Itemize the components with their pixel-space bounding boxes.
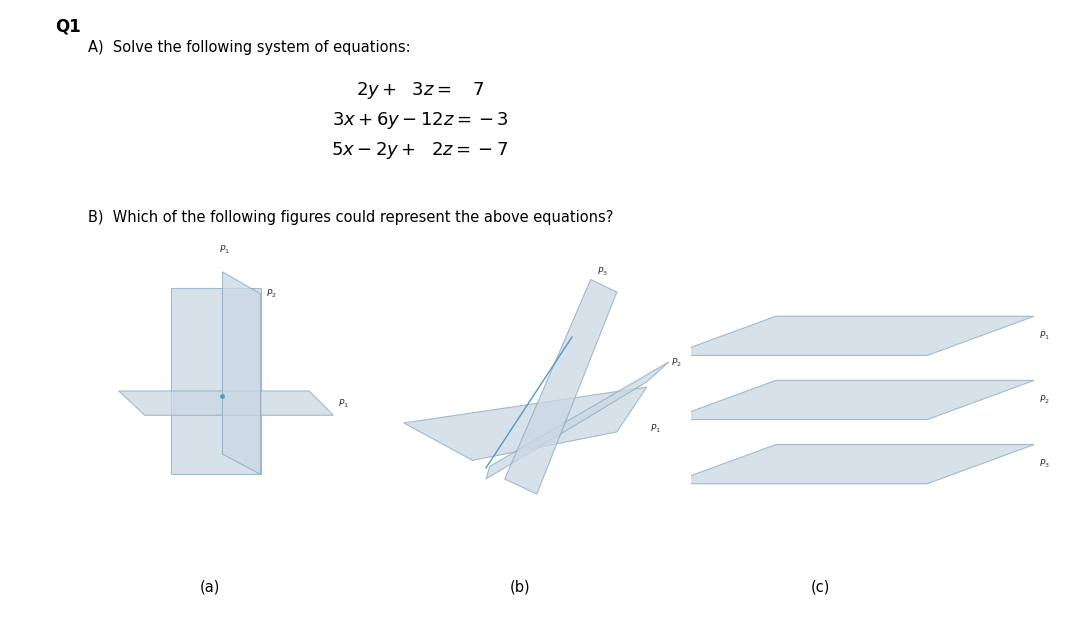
Polygon shape — [669, 444, 1035, 484]
Polygon shape — [504, 279, 617, 494]
Text: $P_1$: $P_1$ — [1039, 329, 1050, 342]
Text: $P_3$: $P_3$ — [596, 266, 608, 278]
Text: A)  Solve the following system of equations:: A) Solve the following system of equatio… — [87, 40, 410, 55]
Text: $P_2$: $P_2$ — [267, 287, 278, 300]
Text: (c): (c) — [810, 580, 829, 595]
Text: (b): (b) — [510, 580, 530, 595]
Polygon shape — [669, 316, 1035, 355]
Text: (a): (a) — [200, 580, 220, 595]
Text: $3x + 6y - 12z = -3$: $3x + 6y - 12z = -3$ — [332, 110, 509, 131]
Polygon shape — [404, 387, 647, 460]
Polygon shape — [172, 288, 260, 475]
Polygon shape — [222, 272, 260, 475]
Polygon shape — [669, 380, 1035, 420]
Text: $P_1$: $P_1$ — [650, 423, 661, 435]
Text: $P_1$: $P_1$ — [338, 397, 349, 410]
Text: $P_2$: $P_2$ — [1039, 394, 1050, 406]
Text: Q1: Q1 — [55, 18, 81, 36]
Text: $P_3$: $P_3$ — [1039, 458, 1050, 470]
Text: B)  Which of the following figures could represent the above equations?: B) Which of the following figures could … — [87, 210, 613, 225]
Text: $P_1$: $P_1$ — [218, 243, 230, 256]
Polygon shape — [486, 362, 670, 479]
Text: $2y + \ \ 3z = \ \ \ 7$: $2y + \ \ 3z = \ \ \ 7$ — [355, 80, 484, 101]
Text: $5x - 2y + \ \ 2z = -7$: $5x - 2y + \ \ 2z = -7$ — [332, 140, 509, 161]
Polygon shape — [119, 391, 334, 415]
Text: $P_2$: $P_2$ — [672, 357, 683, 370]
